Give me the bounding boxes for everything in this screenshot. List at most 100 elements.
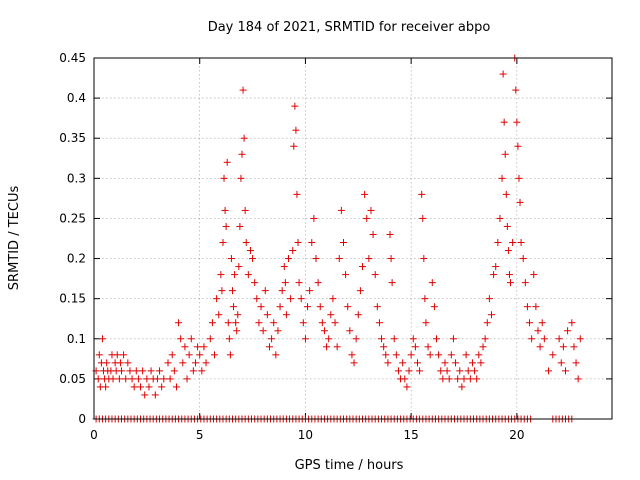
data-point bbox=[181, 343, 189, 351]
data-point bbox=[475, 351, 483, 359]
data-point bbox=[312, 255, 320, 263]
data-point bbox=[213, 295, 221, 303]
data-point bbox=[329, 295, 337, 303]
data-point bbox=[126, 367, 134, 375]
data-point bbox=[409, 335, 417, 343]
data-point bbox=[141, 391, 149, 399]
grid bbox=[94, 58, 612, 419]
data-point bbox=[289, 247, 297, 255]
data-point bbox=[189, 367, 197, 375]
data-point bbox=[433, 335, 441, 343]
data-point bbox=[130, 383, 138, 391]
data-point bbox=[291, 102, 299, 110]
data-point bbox=[530, 271, 538, 279]
data-point bbox=[405, 367, 413, 375]
data-point bbox=[217, 271, 225, 279]
data-point bbox=[342, 271, 350, 279]
data-point bbox=[208, 319, 216, 327]
data-point bbox=[103, 359, 111, 367]
data-point bbox=[215, 311, 223, 319]
data-point bbox=[435, 351, 443, 359]
data-point bbox=[220, 174, 228, 182]
x-axis-label: GPS time / hours bbox=[295, 458, 404, 473]
data-point bbox=[263, 311, 271, 319]
data-point bbox=[367, 206, 375, 214]
data-point bbox=[401, 375, 409, 383]
data-point bbox=[485, 295, 493, 303]
data-point bbox=[352, 335, 360, 343]
data-point bbox=[481, 335, 489, 343]
data-point bbox=[268, 335, 276, 343]
data-point bbox=[514, 142, 522, 150]
data-point bbox=[261, 287, 269, 295]
data-point bbox=[392, 351, 400, 359]
data-point bbox=[564, 327, 572, 335]
data-point bbox=[280, 263, 288, 271]
y-tick-label: 0.05 bbox=[59, 372, 86, 386]
data-point bbox=[158, 383, 166, 391]
data-point bbox=[109, 375, 117, 383]
data-point bbox=[502, 190, 510, 198]
data-point bbox=[403, 383, 411, 391]
data-point bbox=[545, 367, 553, 375]
data-point bbox=[230, 303, 238, 311]
data-point bbox=[421, 295, 429, 303]
data-point bbox=[143, 375, 151, 383]
y-tick-label: 0.3 bbox=[67, 171, 86, 185]
y-tick-label: 0 bbox=[78, 412, 86, 426]
data-point bbox=[240, 134, 248, 142]
data-point bbox=[241, 206, 249, 214]
data-point bbox=[492, 263, 500, 271]
data-point bbox=[94, 375, 102, 383]
data-point bbox=[306, 287, 314, 295]
data-point bbox=[512, 86, 520, 94]
data-point bbox=[164, 359, 172, 367]
data-point bbox=[238, 150, 246, 158]
data-point bbox=[363, 214, 371, 222]
data-point bbox=[156, 367, 164, 375]
data-point bbox=[304, 303, 312, 311]
data-point bbox=[523, 303, 531, 311]
data-points bbox=[92, 54, 584, 399]
data-point bbox=[501, 150, 509, 158]
data-point bbox=[454, 375, 462, 383]
data-point bbox=[411, 343, 419, 351]
data-point bbox=[386, 230, 394, 238]
data-point bbox=[504, 247, 512, 255]
data-point bbox=[323, 343, 331, 351]
data-point bbox=[447, 351, 455, 359]
x-tick-label: 0 bbox=[90, 428, 98, 442]
data-point bbox=[226, 351, 234, 359]
data-point bbox=[292, 126, 300, 134]
data-point bbox=[519, 255, 527, 263]
data-point bbox=[568, 319, 576, 327]
data-point bbox=[441, 359, 449, 367]
data-point bbox=[494, 239, 502, 247]
data-point bbox=[460, 375, 468, 383]
data-point bbox=[172, 383, 180, 391]
data-point bbox=[153, 375, 161, 383]
data-point bbox=[196, 351, 204, 359]
data-point bbox=[318, 319, 326, 327]
data-point bbox=[380, 343, 388, 351]
y-tick-label: 0.2 bbox=[67, 252, 86, 266]
x-tick-label: 5 bbox=[196, 428, 204, 442]
data-point bbox=[314, 279, 322, 287]
data-point bbox=[233, 327, 241, 335]
data-point bbox=[177, 335, 185, 343]
data-point bbox=[320, 327, 328, 335]
data-point bbox=[237, 174, 245, 182]
data-point bbox=[147, 367, 155, 375]
data-point bbox=[483, 319, 491, 327]
data-point bbox=[249, 255, 257, 263]
data-point bbox=[242, 239, 250, 247]
data-point bbox=[276, 303, 284, 311]
data-point bbox=[344, 303, 352, 311]
data-point bbox=[420, 255, 428, 263]
data-point bbox=[255, 319, 263, 327]
data-point bbox=[316, 303, 324, 311]
data-point bbox=[224, 319, 232, 327]
data-point bbox=[418, 190, 426, 198]
data-point bbox=[507, 279, 515, 287]
data-point bbox=[301, 335, 309, 343]
